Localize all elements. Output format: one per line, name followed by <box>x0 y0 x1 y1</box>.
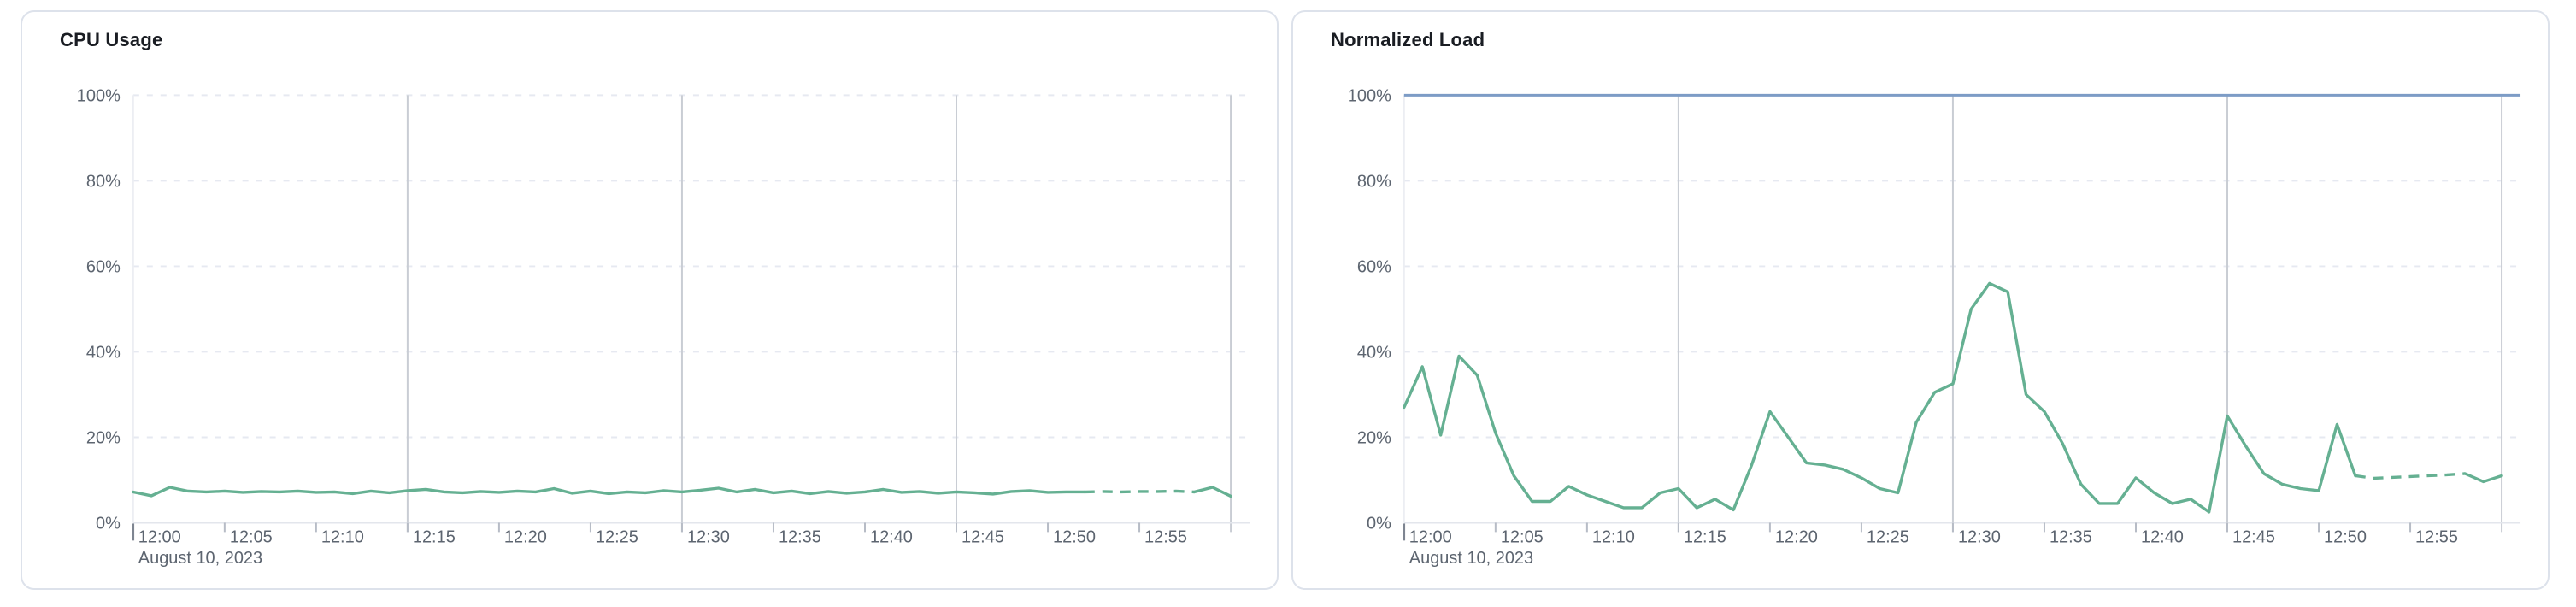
x-axis-date-label: August 10, 2023 <box>1409 549 1533 568</box>
svg-text:12:45: 12:45 <box>2232 527 2275 546</box>
svg-text:12:15: 12:15 <box>413 527 456 546</box>
x-axis-ticks <box>1403 522 2412 541</box>
svg-text:80%: 80% <box>1357 172 1391 191</box>
grid-vertical <box>406 95 1232 533</box>
svg-text:100%: 100% <box>1348 86 1391 105</box>
y-axis-labels: 0% 20% 40% 60% 80% 100% <box>1348 86 1391 533</box>
cpu-usage-chart[interactable]: 0%20%40%60%80%100%12:00 12:05 12:10 12:15 12… <box>22 12 1277 588</box>
svg-text:12:50: 12:50 <box>1053 527 1096 546</box>
series-solid <box>132 486 1086 498</box>
chart-title-cpu-usage: CPU Usage <box>60 29 163 50</box>
series-solid-tail <box>1192 486 1232 498</box>
svg-text:20%: 20% <box>86 428 121 447</box>
svg-text:12:05: 12:05 <box>1501 527 1544 546</box>
svg-text:40%: 40% <box>1357 343 1391 362</box>
normalized-load-chart[interactable]: 0%20%40%60%80%100%12:00 12:05 12:10 12:15 12… <box>1293 12 2548 588</box>
svg-text:12:05: 12:05 <box>230 527 273 546</box>
svg-text:12:40: 12:40 <box>2141 527 2184 546</box>
svg-text:12:25: 12:25 <box>596 527 638 546</box>
svg-text:12:30: 12:30 <box>687 527 730 546</box>
svg-text:100%: 100% <box>77 86 121 105</box>
svg-text:0%: 0% <box>1367 514 1391 533</box>
x-axis-date-label: August 10, 2023 <box>138 549 262 568</box>
svg-text:12:20: 12:20 <box>1775 527 1818 546</box>
svg-text:12:55: 12:55 <box>1144 527 1187 546</box>
cpu-usage-card: CPU Usage 0% 20% 40% 60% 80% 100% 12:00 12:05 12… <box>21 10 1279 590</box>
series-dashed <box>1084 489 1195 494</box>
svg-text:12:45: 12:45 <box>962 527 1004 546</box>
svg-text:40%: 40% <box>86 343 121 362</box>
svg-text:12:40: 12:40 <box>870 527 913 546</box>
x-axis-labels: 12:00 12:05 12:10 12:15 12:20 12:25 12:30 12:35… <box>138 527 1187 546</box>
svg-text:12:20: 12:20 <box>504 527 547 546</box>
svg-text:12:00: 12:00 <box>1409 527 1452 546</box>
grid-horizontal <box>1403 94 2521 439</box>
svg-text:12:00: 12:00 <box>138 527 181 546</box>
svg-text:12:25: 12:25 <box>1867 527 1909 546</box>
svg-text:12:35: 12:35 <box>779 527 821 546</box>
svg-text:12:50: 12:50 <box>2324 527 2367 546</box>
svg-text:60%: 60% <box>1357 257 1391 276</box>
series-line-normalized-load-percent <box>1403 281 2503 514</box>
svg-text:12:35: 12:35 <box>2050 527 2092 546</box>
series-solid <box>1403 281 2357 514</box>
svg-text:0%: 0% <box>96 514 121 533</box>
normalized-load-card: Normalized Load 0% 20% 40% 60% 80% 100% 12:00 1… <box>1291 10 2550 590</box>
grid-horizontal <box>132 94 1250 439</box>
svg-text:12:15: 12:15 <box>1684 527 1726 546</box>
series-line-cpu-usage-percent <box>132 486 1232 498</box>
svg-text:60%: 60% <box>86 257 121 276</box>
grid-vertical <box>1677 95 2503 533</box>
chart-title-normalized-load: Normalized Load <box>1331 29 1485 50</box>
series-dashed <box>2355 472 2466 480</box>
metrics-dashboard: CPU Usage 0% 20% 40% 60% 80% 100% 12:00 12:05 12… <box>21 10 2550 590</box>
series-solid-tail <box>2463 472 2503 484</box>
x-axis-labels: 12:00 12:05 12:10 12:15 12:20 12:25 12:30 12:35… <box>1409 527 2458 546</box>
svg-text:12:10: 12:10 <box>321 527 364 546</box>
y-axis-labels: 0% 20% 40% 60% 80% 100% <box>77 86 121 533</box>
svg-text:12:55: 12:55 <box>2415 527 2458 546</box>
x-axis-ticks <box>132 522 1141 541</box>
svg-text:80%: 80% <box>86 172 121 191</box>
svg-text:12:30: 12:30 <box>1958 527 2001 546</box>
svg-text:12:10: 12:10 <box>1592 527 1635 546</box>
svg-text:20%: 20% <box>1357 428 1391 447</box>
